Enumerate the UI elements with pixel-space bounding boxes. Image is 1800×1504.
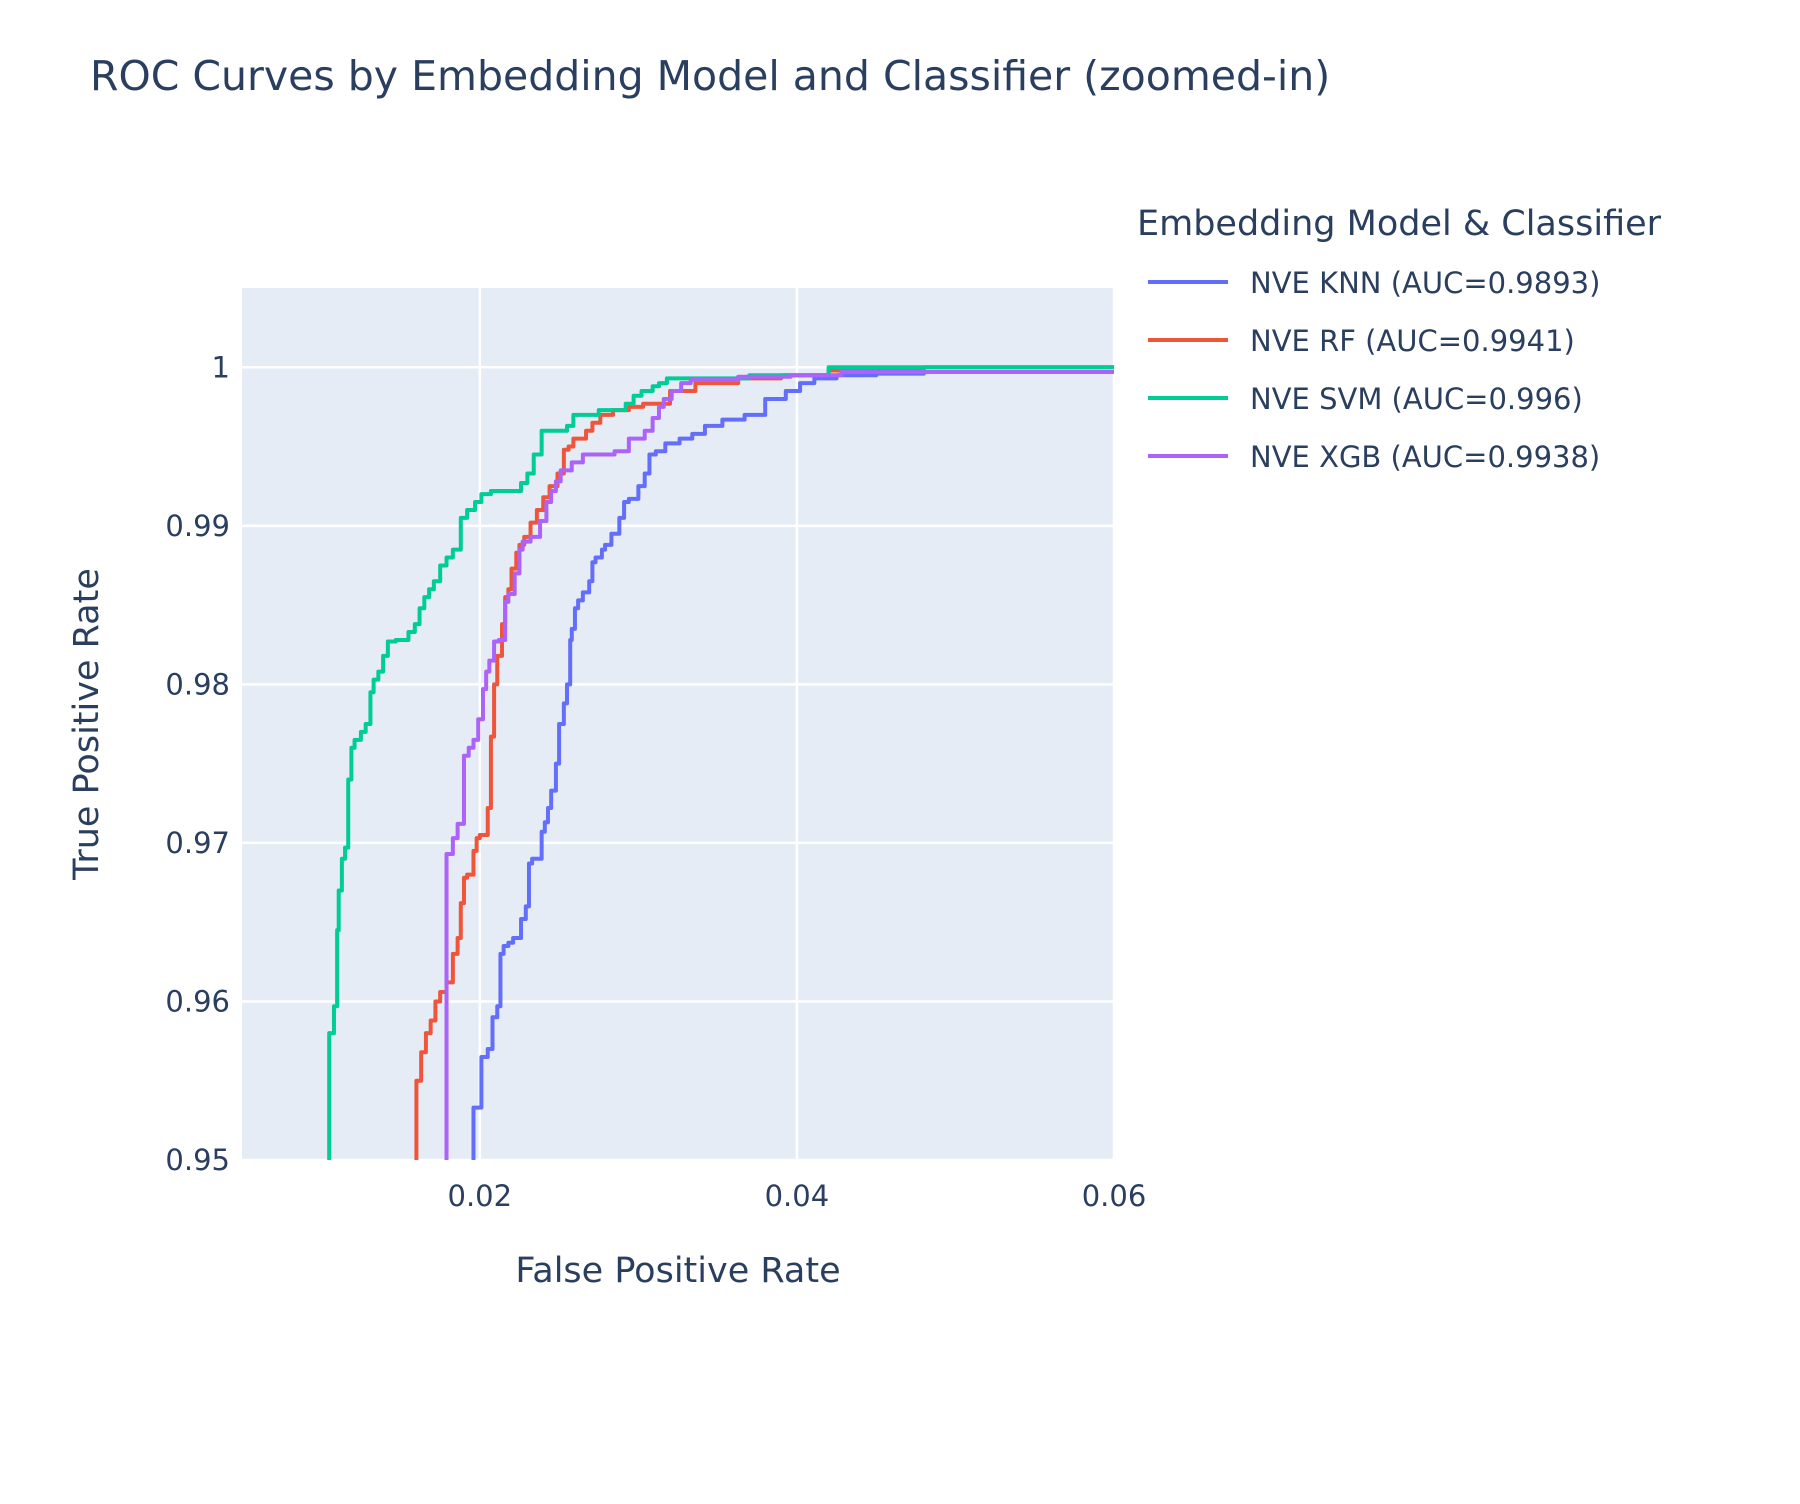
legend-title: Embedding Model & Classifier	[1137, 204, 1662, 244]
legend-label: NVE SVM (AUC=0.996)	[1250, 382, 1583, 416]
y-tick-label: 0.99	[165, 509, 230, 543]
y-axis-label: True Positive Rate	[67, 568, 107, 881]
series-lines	[327, 365, 1114, 1160]
grid-lines	[242, 288, 1116, 1162]
legend-label: NVE RF (AUC=0.9941)	[1250, 324, 1575, 358]
x-tick-label: 0.06	[1082, 1179, 1147, 1213]
series-line-0	[471, 370, 1114, 1160]
legend-label: NVE XGB (AUC=0.9938)	[1250, 440, 1600, 474]
chart-title: ROC Curves by Embedding Model and Classi…	[90, 52, 1330, 100]
y-tick-label: 0.98	[165, 667, 230, 701]
y-tick-label: 1	[212, 350, 230, 384]
y-tick-label: 0.97	[165, 826, 230, 860]
legend: Embedding Model & Classifier NVE KNN (AU…	[1137, 204, 1662, 474]
y-tick-label: 0.95	[165, 1143, 230, 1177]
legend-items: NVE KNN (AUC=0.9893) NVE RF (AUC=0.9941) N…	[1148, 266, 1600, 474]
x-tick-label: 0.04	[765, 1179, 830, 1213]
plot-background	[242, 288, 1114, 1160]
legend-label: NVE KNN (AUC=0.9893)	[1250, 266, 1600, 300]
series-line-1	[414, 365, 1114, 1160]
y-tick-label: 0.96	[165, 984, 230, 1018]
x-tick-label: 0.02	[448, 1179, 513, 1213]
x-axis-label: False Positive Rate	[515, 1251, 840, 1291]
axis-ticks: 0.02 0.04 0.06 0.95 0.96 0.97 0.98 0.99 1	[165, 350, 1146, 1213]
series-line-3	[444, 370, 1114, 1160]
series-line-2	[327, 365, 1114, 1160]
